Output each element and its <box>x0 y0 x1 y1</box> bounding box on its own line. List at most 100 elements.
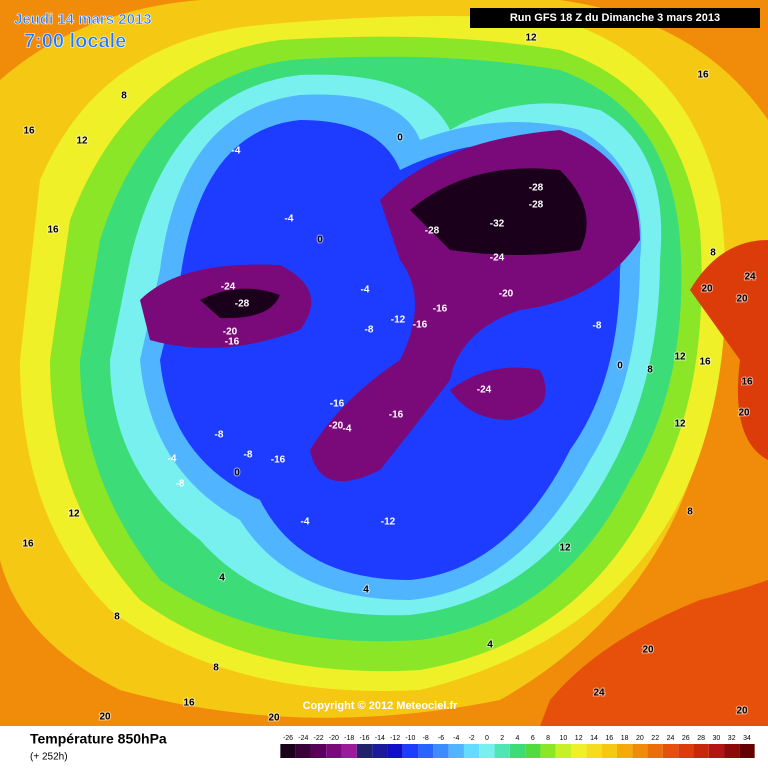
contour-label: 12 <box>525 33 537 44</box>
color-swatch <box>739 744 755 758</box>
scale-label: -22 <box>314 735 324 742</box>
scale-label: -2 <box>468 735 474 742</box>
contour-label: 24 <box>744 272 756 283</box>
contour-label: 16 <box>697 70 709 81</box>
scale-label: 4 <box>516 735 520 742</box>
color-swatch <box>540 744 556 758</box>
run-info: Run GFS 18 Z du Dimanche 3 mars 2013 <box>510 12 720 24</box>
color-swatch <box>601 744 617 758</box>
contour-label: 24 <box>593 688 605 699</box>
color-swatch <box>402 744 419 758</box>
contour-label: 20 <box>701 284 713 295</box>
field-band <box>410 168 587 255</box>
contour-label: -28 <box>425 226 440 237</box>
contour-label: 16 <box>699 357 711 368</box>
color-swatch <box>708 744 725 758</box>
color-swatch <box>280 744 296 758</box>
contour-label: 8 <box>114 612 120 623</box>
color-swatch <box>571 744 587 758</box>
contour-label: -28 <box>529 200 544 211</box>
contour-label: -20 <box>223 327 238 338</box>
contour-label: 0 <box>234 468 240 479</box>
contour-label: 16 <box>47 225 59 236</box>
color-swatch <box>494 744 510 758</box>
contour-label: 16 <box>183 698 195 709</box>
scale-label: 30 <box>713 735 721 742</box>
contour-label: -12 <box>391 315 406 326</box>
scale-label: 28 <box>697 735 705 742</box>
scale-label: -18 <box>344 735 354 742</box>
scale-label: 32 <box>728 735 736 742</box>
contour-label: 0 <box>617 361 623 372</box>
color-swatch <box>310 744 327 758</box>
contour-label: -20 <box>329 421 344 432</box>
color-swatch <box>647 744 663 758</box>
color-swatch <box>724 744 740 758</box>
scale-label: -14 <box>375 735 385 742</box>
contour-label: -16 <box>271 455 286 466</box>
contour-label: 8 <box>647 365 653 376</box>
contour-label: -24 <box>490 253 505 264</box>
scale-label: 2 <box>500 735 504 742</box>
scale-label: 24 <box>667 735 675 742</box>
contour-label: -4 <box>232 146 241 157</box>
contour-label: -24 <box>477 385 492 396</box>
run-box <box>470 8 760 28</box>
scale-label: -20 <box>329 735 339 742</box>
contour-label: -16 <box>225 337 240 348</box>
contour-label: -12 <box>381 517 396 528</box>
color-swatch <box>693 744 709 758</box>
scale-label: 16 <box>605 735 613 742</box>
color-swatch <box>448 744 464 758</box>
contour-label: -4 <box>361 285 370 296</box>
temperature-field <box>0 0 768 726</box>
scale-label: 0 <box>485 735 489 742</box>
contour-label: -32 <box>490 219 505 230</box>
contour-label: 16 <box>22 539 34 550</box>
contour-label: 16 <box>23 126 35 137</box>
contour-label: 20 <box>736 294 748 305</box>
contour-label: -8 <box>215 430 224 441</box>
contour-label: 16 <box>741 377 753 388</box>
forecast-date: Jeudi 14 mars 2013 <box>14 11 152 28</box>
scale-label: -8 <box>423 735 429 742</box>
contour-label: 20 <box>268 713 280 724</box>
color-swatch <box>418 744 434 758</box>
scale-label: 34 <box>743 735 751 742</box>
field-band <box>450 367 546 420</box>
scale-label: 18 <box>621 735 629 742</box>
scale-label: 14 <box>590 735 598 742</box>
contour-label: -24 <box>221 282 236 293</box>
contour-label: -4 <box>301 517 310 528</box>
contour-label: -8 <box>176 479 185 490</box>
contour-label: -8 <box>244 450 253 461</box>
color-swatch <box>387 744 403 758</box>
contour-label: 20 <box>642 645 654 656</box>
color-scale: -26 -24 -22 -20 -18 -16 -14 -12 -10 -8 -6 -4 -2 0 2 4 6 8… <box>280 735 755 758</box>
forecast-time: 7:00 locale <box>24 30 126 52</box>
color-swatch <box>678 744 694 758</box>
scale-label: -4 <box>453 735 459 742</box>
scale-label: 10 <box>560 735 568 742</box>
copyright: Copyright © 2012 Meteociel.fr <box>303 700 459 712</box>
contour-label: -8 <box>365 325 374 336</box>
scale-label: 8 <box>546 735 550 742</box>
color-swatch <box>356 744 373 758</box>
contour-label: -16 <box>389 410 404 421</box>
scale-label: -16 <box>359 735 369 742</box>
scale-label: -6 <box>438 735 444 742</box>
contour-label: 4 <box>219 573 225 584</box>
scale-label: -10 <box>405 735 415 742</box>
contour-label: -4 <box>343 424 352 435</box>
color-swatch <box>326 744 342 758</box>
field-band <box>200 288 280 319</box>
contour-label: 8 <box>710 248 716 259</box>
contour-label: 4 <box>487 640 493 651</box>
color-swatch <box>463 744 480 758</box>
contour-label: -16 <box>413 320 428 331</box>
contour-label: -28 <box>529 183 544 194</box>
color-swatch <box>295 744 311 758</box>
scale-label: -12 <box>390 735 400 742</box>
contour-label: -4 <box>168 454 177 465</box>
